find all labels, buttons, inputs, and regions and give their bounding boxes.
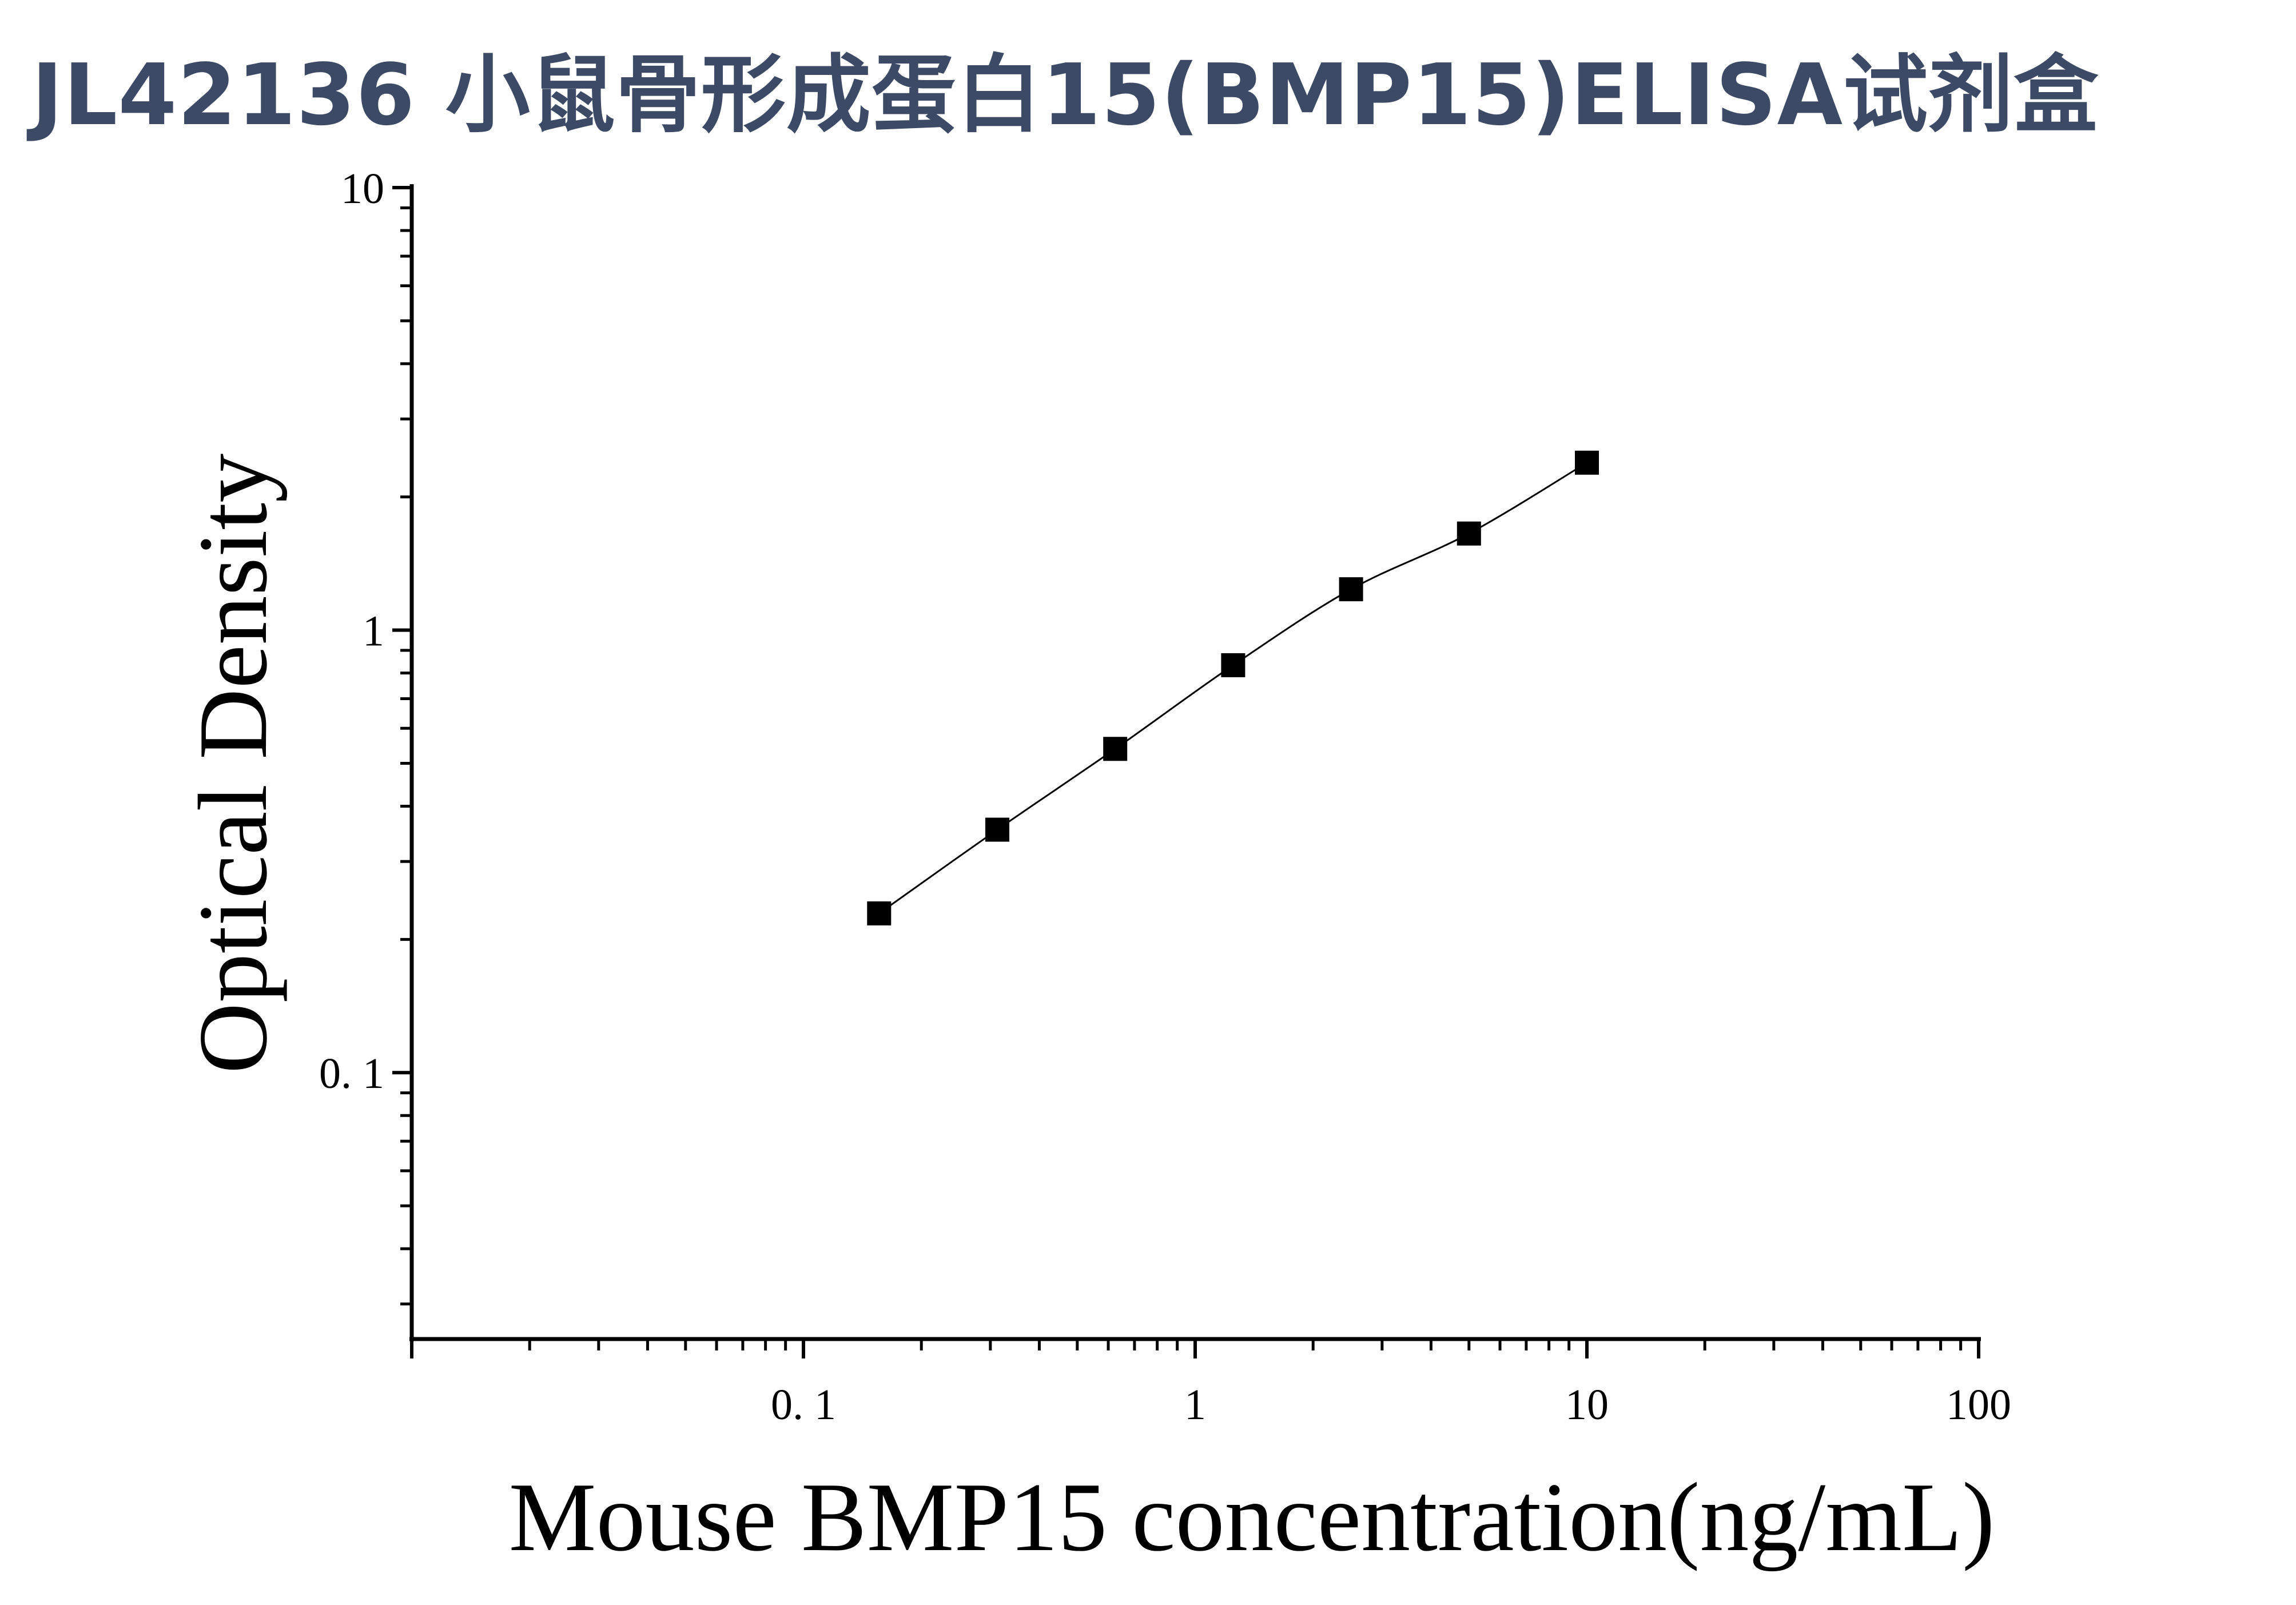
data-point bbox=[867, 901, 892, 925]
tick-labels: 0. 1 1 10 100 0. 1 1 10 bbox=[319, 165, 2011, 1429]
y-tick-label: 10 bbox=[341, 165, 384, 213]
data-point bbox=[1339, 577, 1363, 602]
data-point bbox=[1221, 653, 1246, 678]
x-tick-label: 10 bbox=[1565, 1381, 1609, 1429]
y-tick-label: 0. 1 bbox=[319, 1050, 384, 1098]
y-tick-label: 1 bbox=[363, 607, 384, 655]
data-point bbox=[1575, 450, 1599, 475]
data-points bbox=[867, 450, 1599, 925]
x-axis-title: Mouse BMP15 concentration(ng/mL) bbox=[509, 1463, 1995, 1572]
data-point bbox=[1457, 521, 1481, 546]
data-point bbox=[985, 817, 1009, 842]
x-tick-label: 100 bbox=[1946, 1381, 2011, 1429]
x-tick-label: 0. 1 bbox=[771, 1381, 836, 1429]
axes bbox=[409, 184, 1981, 1341]
x-tick-label: 1 bbox=[1184, 1381, 1206, 1429]
ticks bbox=[392, 186, 1980, 1358]
data-point bbox=[1103, 737, 1128, 761]
y-axis-title: Optical Density bbox=[179, 454, 288, 1074]
chart-title: JL42136 小鼠骨形成蛋白15(BMP15)ELISA试剂盒 bbox=[31, 46, 2099, 144]
